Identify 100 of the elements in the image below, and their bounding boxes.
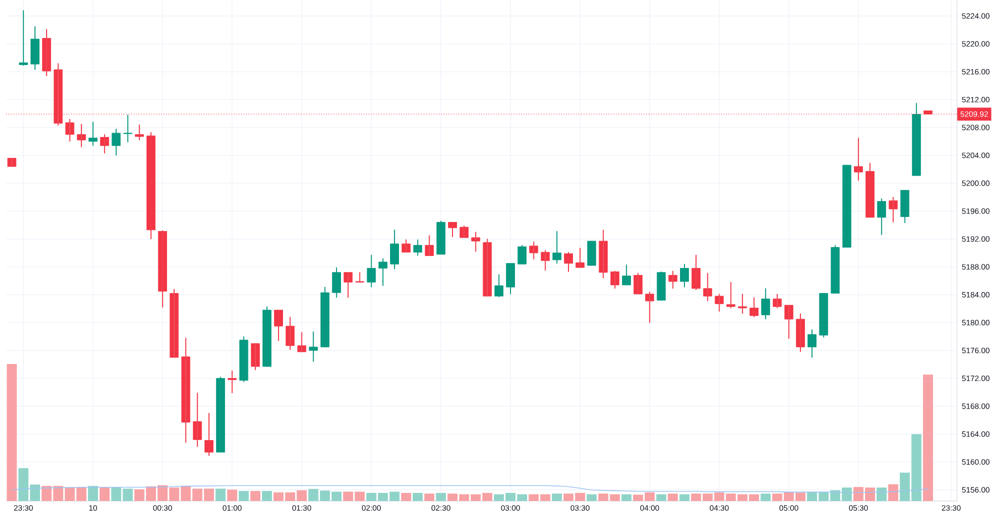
candlestick [402,239,411,252]
candlestick [866,162,874,218]
bar [923,374,934,501]
candlestick [460,225,469,238]
bar [436,492,446,501]
bar [482,492,492,501]
bar [216,488,226,501]
candlestick [424,235,434,256]
bar [401,492,412,501]
candlestick [65,118,74,142]
candlestick [471,232,480,252]
candlestick [518,245,527,264]
candlestick [366,254,376,288]
candlestick [703,272,712,302]
candlestick [587,240,596,266]
bar [88,486,98,501]
candlestick [146,132,156,240]
bar [227,490,238,501]
candlestick [18,10,28,66]
bar [250,490,260,501]
bar [552,494,562,501]
candlestick [297,332,306,352]
candlestick [308,331,318,362]
bar [528,494,539,501]
bar [621,494,632,501]
candlestick [448,222,457,238]
candlestick [332,267,341,298]
candlestick [181,338,190,443]
candlestick [830,245,840,294]
candlestick [123,114,132,142]
candlestick [7,158,16,167]
candlestick [912,102,921,176]
bar [679,494,690,501]
bar [424,494,434,501]
bar [262,490,272,501]
candlestick [482,238,492,296]
candlestick [622,264,631,286]
candlestick [390,230,399,270]
candlestick [42,28,52,76]
candlestick [134,124,144,140]
candlestick [320,286,330,348]
candlestick [900,190,910,224]
bar [412,492,423,501]
candlestick [645,292,654,323]
candlestick [819,293,828,338]
bar [6,364,17,501]
bar [586,494,597,501]
candlestick [772,294,782,308]
bar [100,487,110,501]
candlestick [30,26,40,70]
candlestick [250,343,260,370]
bar [656,494,666,501]
candlestick [808,329,816,358]
candlestick [286,316,295,350]
candlestick [274,310,283,341]
candlestick [540,250,550,271]
candlestick [344,272,353,298]
candlestick [842,164,852,248]
candlestick [552,231,562,264]
candlestick [738,294,747,314]
candlestick [888,196,898,223]
candlestick [761,288,770,320]
candlestick [204,412,214,456]
candlestick [564,252,573,272]
candlestick [680,264,689,288]
candlestick [355,272,364,282]
candlestick [668,270,678,289]
candlestick [634,272,643,294]
bar [122,488,133,501]
bar [540,494,550,501]
candlestick [796,313,805,352]
candlestick [692,254,701,290]
candlestick [158,230,168,308]
candlestick [506,263,515,294]
candlestick [750,297,758,318]
candlestick [854,138,863,181]
bar [772,494,782,501]
candlestick [576,248,585,268]
candlestick [610,270,620,289]
candlestick [170,288,179,358]
candlestick [494,274,504,298]
candlestick [228,370,237,394]
candlestick [714,294,724,312]
candlestick [76,124,86,148]
candlestick [877,198,886,236]
candlestick [436,220,446,255]
candlestick [100,134,110,154]
candlestick [112,128,121,156]
bar [111,487,122,501]
bar [842,488,852,501]
candlestick [413,239,422,256]
bar [238,490,249,501]
candlestick [378,258,388,286]
candlestick [656,271,666,301]
bar [760,494,771,501]
candlestick [784,304,794,339]
candlestick [216,376,226,452]
candlestick [726,282,736,308]
candlestick [192,392,202,447]
bar [876,488,887,501]
